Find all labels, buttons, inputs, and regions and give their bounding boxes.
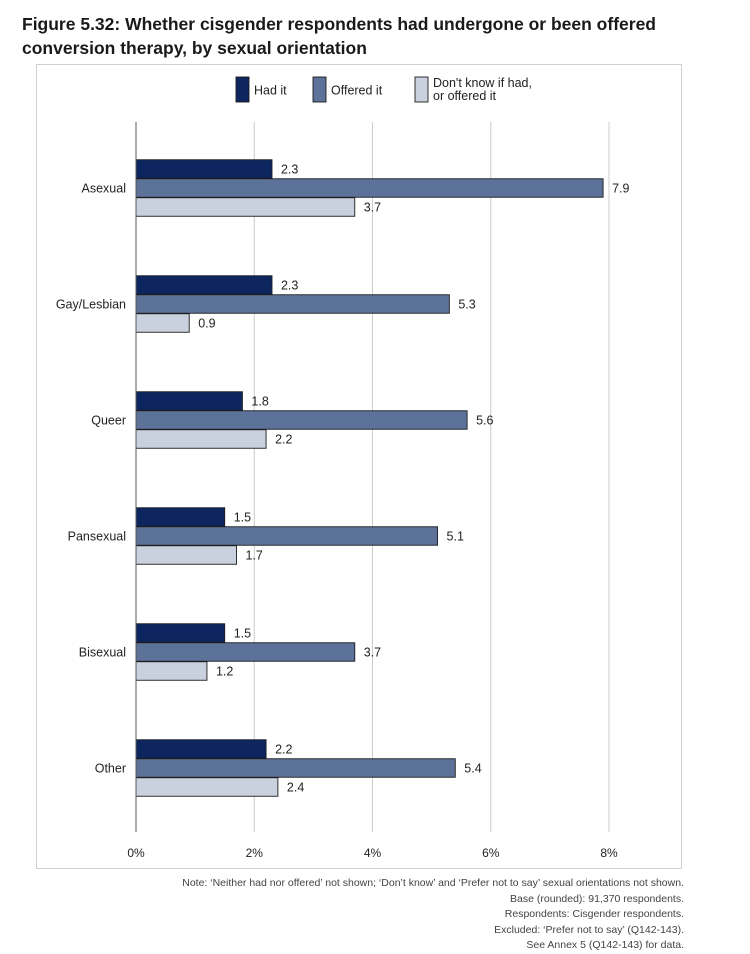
figure-title-line-2: conversion therapy, by sexual orientatio… bbox=[22, 38, 367, 58]
bar bbox=[135, 642, 356, 662]
legend-label: Don't know if had, bbox=[433, 76, 532, 90]
chart-frame bbox=[36, 64, 682, 869]
category-label: Bisexual bbox=[79, 646, 126, 660]
bar-chart: 0% 2% 4% 6% 8% Asexual 2.3 7.9 3.7 Gay/Lesbian 2.3… bbox=[56, 76, 630, 860]
x-tick-label: 0% bbox=[127, 846, 145, 860]
data-label: 2.2 bbox=[275, 433, 292, 447]
bar bbox=[135, 545, 237, 565]
bar bbox=[135, 197, 356, 217]
category-label: Pansexual bbox=[68, 530, 126, 544]
bar bbox=[135, 429, 267, 449]
data-label: 1.5 bbox=[234, 627, 251, 641]
legend-label: Offered it bbox=[331, 84, 383, 98]
bar bbox=[135, 777, 279, 797]
data-label: 0.9 bbox=[198, 317, 215, 331]
note-line: Excluded: ‘Prefer not to say’ (Q142-143)… bbox=[494, 923, 684, 936]
bar bbox=[135, 661, 208, 681]
bar bbox=[135, 275, 273, 295]
data-label: 2.3 bbox=[281, 279, 298, 293]
chart-notes: Note: ‘Neither had nor offered’ not show… bbox=[44, 876, 684, 954]
category-label: Other bbox=[95, 762, 126, 776]
x-tick-label: 4% bbox=[364, 846, 382, 860]
category-label: Asexual bbox=[82, 182, 126, 196]
data-label: 5.4 bbox=[464, 762, 481, 776]
bar bbox=[135, 526, 438, 546]
data-label: 3.7 bbox=[364, 201, 381, 215]
data-label: 5.1 bbox=[447, 530, 464, 544]
figure-title-line-1: Figure 5.32: Whether cisgender responden… bbox=[22, 14, 656, 34]
bar bbox=[135, 294, 450, 314]
note-line: Base (rounded): 91,370 respondents. bbox=[510, 892, 684, 905]
bar bbox=[135, 391, 243, 411]
data-label: 1.7 bbox=[246, 549, 263, 563]
note-line: See Annex 5 (Q142-143) for data. bbox=[526, 939, 684, 951]
note-line: Respondents: Cisgender respondents. bbox=[504, 908, 684, 920]
data-label: 3.7 bbox=[364, 646, 381, 660]
data-label: 1.5 bbox=[234, 511, 251, 525]
data-label: 2.3 bbox=[281, 163, 298, 177]
data-label: 7.9 bbox=[612, 182, 629, 196]
bar bbox=[135, 178, 604, 198]
legend-label: or offered it bbox=[433, 89, 497, 103]
bar bbox=[135, 758, 456, 778]
legend-label: Had it bbox=[254, 84, 287, 98]
x-tick-label: 2% bbox=[246, 846, 264, 860]
legend-swatch bbox=[235, 76, 250, 103]
bar bbox=[135, 313, 190, 333]
data-label: 1.2 bbox=[216, 665, 233, 679]
bar bbox=[135, 410, 468, 430]
category-label: Gay/Lesbian bbox=[56, 298, 126, 312]
bar bbox=[135, 507, 226, 527]
bar bbox=[135, 739, 267, 759]
data-label: 2.2 bbox=[275, 743, 292, 757]
data-label: 2.4 bbox=[287, 781, 304, 795]
x-tick-label: 8% bbox=[600, 846, 618, 860]
note-line: Note: ‘Neither had nor offered’ not show… bbox=[182, 877, 684, 889]
data-label: 5.6 bbox=[476, 414, 493, 428]
bar bbox=[135, 623, 226, 643]
bar bbox=[135, 159, 273, 179]
x-tick-label: 6% bbox=[482, 846, 500, 860]
data-label: 1.8 bbox=[251, 395, 268, 409]
data-label: 5.3 bbox=[458, 298, 475, 312]
figure-title: Figure 5.32: Whether cisgender responden… bbox=[22, 12, 722, 60]
legend-swatch bbox=[414, 76, 429, 103]
legend-swatch bbox=[312, 76, 327, 103]
category-label: Queer bbox=[91, 414, 126, 428]
